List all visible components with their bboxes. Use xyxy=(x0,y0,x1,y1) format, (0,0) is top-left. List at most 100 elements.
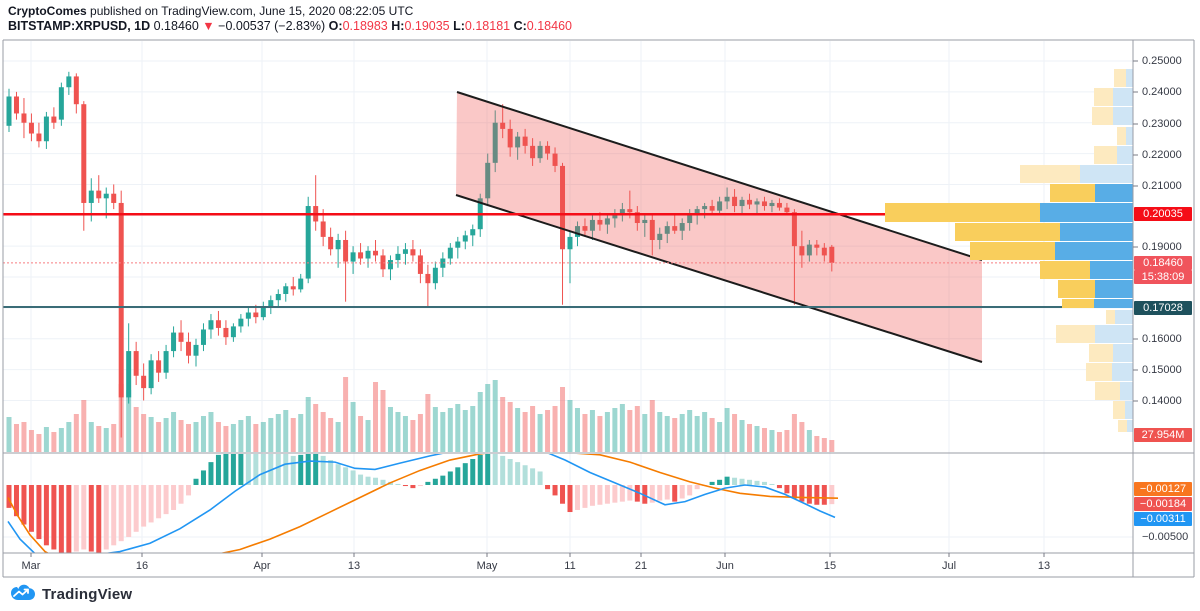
candle-body[interactable] xyxy=(118,202,124,398)
macd-scale-label[interactable]: −0.00500 xyxy=(1142,531,1189,543)
candle-body[interactable] xyxy=(739,199,745,207)
candle-body[interactable] xyxy=(58,87,64,120)
candle-body[interactable] xyxy=(455,241,461,248)
candle-body[interactable] xyxy=(13,96,19,114)
candle-body[interactable] xyxy=(627,209,633,213)
candle-body[interactable] xyxy=(73,76,79,105)
candle-body[interactable] xyxy=(365,250,371,259)
candle-body[interactable] xyxy=(567,236,573,250)
candle-body[interactable] xyxy=(350,252,356,262)
candle-body[interactable] xyxy=(156,360,162,373)
candle-body[interactable] xyxy=(133,351,139,376)
candle-body[interactable] xyxy=(582,226,588,231)
candle-body[interactable] xyxy=(747,199,753,205)
candle-body[interactable] xyxy=(432,267,438,284)
candle-body[interactable] xyxy=(111,193,117,203)
candle-body[interactable] xyxy=(515,136,521,148)
candle-body[interactable] xyxy=(260,306,266,318)
channel-upper-trendline[interactable] xyxy=(456,91,983,261)
price-scale-label[interactable]: 0.16000 xyxy=(1142,333,1182,345)
candle-body[interactable] xyxy=(81,104,87,203)
price-scale-label[interactable]: 0.25000 xyxy=(1142,55,1182,67)
candle-body[interactable] xyxy=(103,193,109,199)
candle-body[interactable] xyxy=(672,226,678,231)
candle-body[interactable] xyxy=(163,351,169,373)
candle-body[interactable] xyxy=(186,341,192,356)
countdown-badge[interactable]: 15:38:09 xyxy=(1134,270,1192,284)
candle-body[interactable] xyxy=(784,207,790,213)
candle-body[interactable] xyxy=(799,246,805,256)
candle-body[interactable] xyxy=(619,209,625,214)
candle-body[interactable] xyxy=(268,300,274,307)
candle-body[interactable] xyxy=(178,332,184,342)
time-scale-label[interactable]: Jun xyxy=(716,560,734,572)
candle-body[interactable] xyxy=(283,286,289,294)
candle-body[interactable] xyxy=(208,320,214,330)
candle-body[interactable] xyxy=(806,244,812,256)
candle-body[interactable] xyxy=(305,206,311,279)
candle-body[interactable] xyxy=(171,332,177,352)
candle-body[interactable] xyxy=(821,247,827,256)
candle-body[interactable] xyxy=(537,145,543,159)
candle-body[interactable] xyxy=(679,223,685,231)
candle-body[interactable] xyxy=(492,122,498,163)
volume-badge[interactable]: 27.954M xyxy=(1134,428,1192,442)
time-scale-label[interactable]: 16 xyxy=(135,560,149,572)
symbol-name[interactable]: BITSTAMP:XRPUSD, 1D xyxy=(8,19,151,33)
channel-lower-trendline[interactable] xyxy=(455,194,983,363)
channel-fill[interactable] xyxy=(456,92,982,362)
candle-body[interactable] xyxy=(410,249,416,256)
candle-body[interactable] xyxy=(43,116,49,142)
candle-body[interactable] xyxy=(589,219,595,231)
candle-body[interactable] xyxy=(36,133,42,142)
candle-body[interactable] xyxy=(754,201,760,205)
candle-body[interactable] xyxy=(343,239,349,262)
candle-body[interactable] xyxy=(126,351,132,398)
candle-body[interactable] xyxy=(66,76,72,88)
candle-body[interactable] xyxy=(88,190,94,203)
tradingview-logo[interactable]: TradingView xyxy=(10,584,132,604)
candle-body[interactable] xyxy=(664,226,670,234)
candle-body[interactable] xyxy=(814,244,820,248)
candle-body[interactable] xyxy=(440,258,446,268)
price-scale-label[interactable]: 0.15000 xyxy=(1142,364,1182,376)
candle-body[interactable] xyxy=(328,236,334,250)
candle-body[interactable] xyxy=(829,246,835,263)
candle-body[interactable] xyxy=(223,327,229,338)
candle-body[interactable] xyxy=(530,145,536,159)
candle-body[interactable] xyxy=(141,375,147,389)
candle-body[interactable] xyxy=(245,312,251,319)
candle-body[interactable] xyxy=(96,190,102,199)
resistance-price-badge[interactable]: 0.20035 xyxy=(1134,207,1192,221)
candle-body[interactable] xyxy=(6,96,12,126)
candle-body[interactable] xyxy=(238,318,244,327)
candle-body[interactable] xyxy=(417,255,423,274)
price-scale-label[interactable]: 0.24000 xyxy=(1142,86,1182,98)
time-scale-label[interactable]: Apr xyxy=(253,560,271,572)
support-price-badge[interactable]: 0.17028 xyxy=(1134,301,1192,315)
candle-body[interactable] xyxy=(717,201,723,211)
time-scale-label[interactable]: 21 xyxy=(634,560,648,572)
candle-body[interactable] xyxy=(320,221,326,237)
candle-body[interactable] xyxy=(253,312,259,318)
candle-body[interactable] xyxy=(560,165,566,250)
candle-body[interactable] xyxy=(358,252,364,259)
candle-body[interactable] xyxy=(642,219,648,224)
candle-body[interactable] xyxy=(402,249,408,254)
candle-body[interactable] xyxy=(634,212,640,224)
candle-body[interactable] xyxy=(507,128,513,148)
candle-body[interactable] xyxy=(649,219,655,240)
candle-body[interactable] xyxy=(373,250,379,256)
macd-hist-badge[interactable]: −0.00184 xyxy=(1134,497,1192,511)
candle-body[interactable] xyxy=(425,273,431,284)
last-price-badge[interactable]: 0.18460 xyxy=(1134,256,1192,270)
candle-body[interactable] xyxy=(604,218,610,225)
candle-body[interactable] xyxy=(732,196,738,207)
candle-body[interactable] xyxy=(447,247,453,259)
candle-body[interactable] xyxy=(215,320,221,328)
candle-body[interactable] xyxy=(687,213,693,224)
candle-body[interactable] xyxy=(694,209,700,214)
macd-signal-badge[interactable]: −0.00127 xyxy=(1134,482,1192,496)
candle-body[interactable] xyxy=(769,202,775,207)
